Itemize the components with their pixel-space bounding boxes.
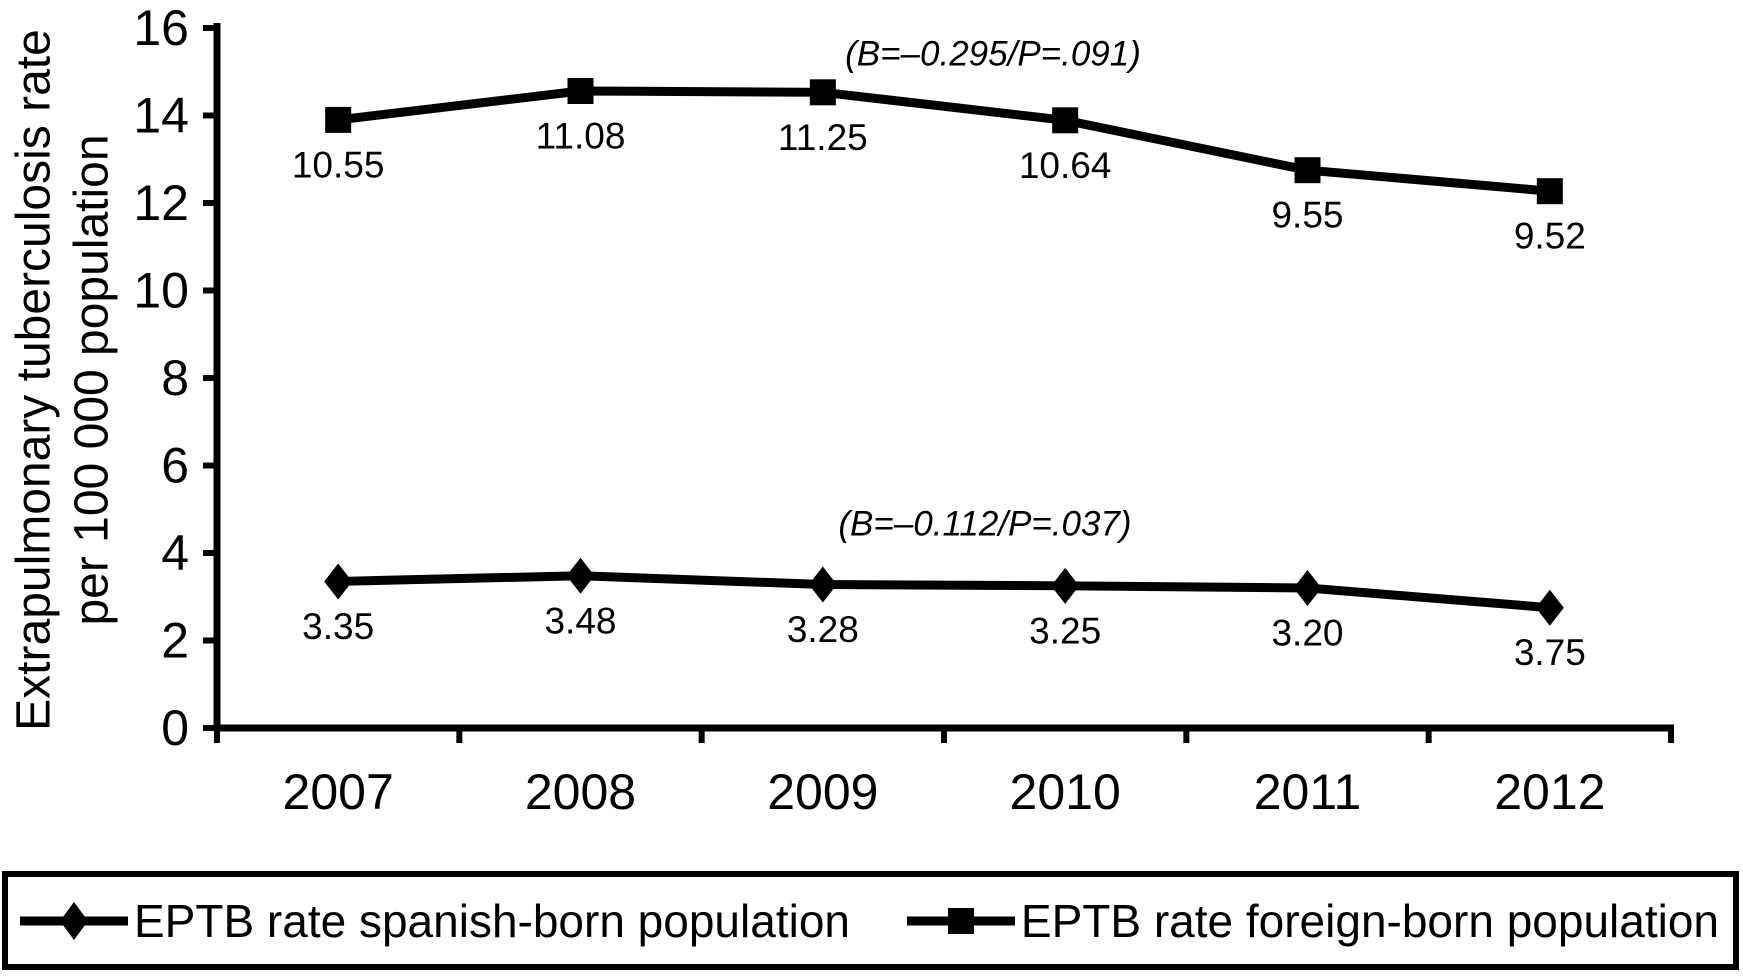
data-label: 9.52 [1514, 216, 1586, 257]
data-label: 3.28 [787, 609, 859, 650]
square-series-marker-icon [906, 907, 1015, 934]
data-label: 11.25 [778, 117, 868, 158]
data-label: 3.48 [544, 600, 616, 641]
data-label: 10.64 [1019, 145, 1112, 186]
square-marker [809, 79, 836, 106]
square-marker [567, 78, 594, 104]
y-tick-label: 14 [133, 88, 189, 144]
series-line-spanish-born [338, 571, 1551, 613]
data-label: 3.20 [1271, 613, 1343, 654]
diamond-marker [324, 563, 353, 600]
square-marker [1294, 157, 1321, 184]
x-tick-label: 2009 [767, 764, 878, 820]
legend-entry-foreign-born: EPTB rate foreign-born population [906, 894, 1719, 948]
diamond-marker [1293, 570, 1322, 606]
y-tick-label: 8 [161, 350, 189, 406]
square-marker [325, 106, 352, 133]
legend: EPTB rate spanish-born population EPTB r… [2, 871, 1739, 970]
data-label: 3.25 [1029, 610, 1101, 651]
regression-annotation-foreign-born: (B=–0.295/P=.091) [845, 35, 1141, 74]
data-label: 10.55 [292, 144, 385, 185]
legend-entry-spanish-born: EPTB rate spanish-born population [20, 894, 850, 948]
chart-canvas: 0 2 4 6 8 10 12 14 16 2007 2008 2009 2010 2011 2012 Ext… [8, 0, 1674, 820]
legend-label-foreign-born: EPTB rate foreign-born population [1020, 894, 1719, 947]
regression-annotation-spanish-born: (B=–0.112/P=.037) [838, 505, 1131, 544]
x-tick-label: 2012 [1494, 764, 1605, 820]
data-label: 3.35 [302, 606, 374, 647]
y-tick-label: 10 [133, 263, 189, 319]
diamond-series-marker-icon [20, 901, 128, 940]
square-marker [1536, 178, 1563, 205]
x-tick-label: 2007 [283, 764, 394, 820]
y-tick-label: 0 [161, 700, 189, 756]
data-label: 3.75 [1514, 632, 1586, 673]
y-axis-title-line: per 100 000 population [66, 134, 119, 625]
diamond-marker [808, 566, 837, 603]
square-marker [1052, 107, 1079, 134]
x-tick-label: 2008 [525, 764, 636, 820]
data-label: 11.08 [536, 116, 626, 157]
diamond-marker [1535, 589, 1564, 626]
x-tick-label: 2010 [1010, 764, 1121, 820]
x-tick-label: 2011 [1254, 764, 1362, 820]
y-tick-label: 6 [161, 438, 189, 494]
legend-label-spanish-born: EPTB rate spanish-born population [134, 894, 850, 947]
y-tick-label: 12 [133, 175, 189, 231]
diamond-marker [1051, 567, 1080, 604]
y-tick-label: 2 [161, 613, 189, 669]
data-label: 9.55 [1271, 195, 1343, 236]
y-tick-label: 4 [161, 525, 189, 581]
y-tick-label: 16 [133, 0, 189, 56]
series-line-foreign-born [337, 86, 1551, 196]
y-axis-title-line: Extrapulmonary tuberculosis rate [8, 29, 61, 731]
diamond-marker [566, 557, 595, 594]
